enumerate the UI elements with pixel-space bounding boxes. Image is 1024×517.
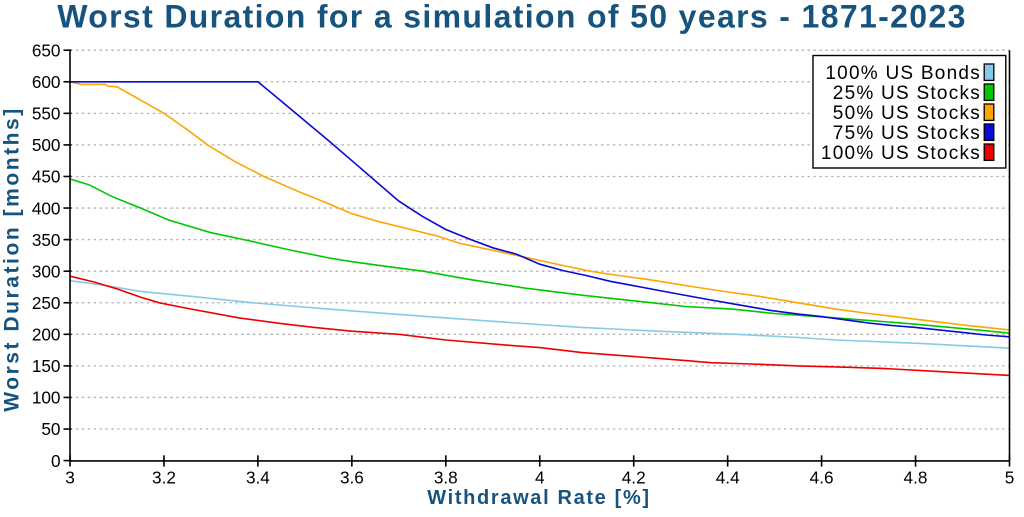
svg-text:3.6: 3.6 — [340, 468, 364, 488]
svg-text:75% US Stocks: 75% US Stocks — [833, 123, 981, 144]
svg-text:4.4: 4.4 — [716, 468, 740, 488]
svg-text:50: 50 — [41, 419, 60, 439]
svg-text:5: 5 — [1005, 468, 1015, 488]
svg-text:300: 300 — [32, 261, 61, 281]
svg-text:100% US Stocks: 100% US Stocks — [821, 143, 981, 164]
svg-text:350: 350 — [32, 230, 61, 250]
svg-text:550: 550 — [32, 104, 61, 124]
svg-text:3.4: 3.4 — [246, 468, 270, 488]
svg-text:100: 100 — [32, 388, 61, 408]
svg-text:3.2: 3.2 — [152, 468, 176, 488]
svg-text:400: 400 — [32, 198, 61, 218]
svg-text:4.8: 4.8 — [904, 468, 928, 488]
svg-text:50% US Stocks: 50% US Stocks — [833, 103, 981, 124]
svg-text:3.8: 3.8 — [434, 468, 458, 488]
svg-text:3: 3 — [65, 468, 75, 488]
svg-text:4: 4 — [535, 468, 545, 488]
svg-text:100% US Bonds: 100% US Bonds — [825, 63, 981, 84]
svg-text:Worst Duration [months]: Worst Duration [months] — [1, 106, 24, 412]
svg-text:450: 450 — [32, 167, 61, 187]
svg-text:650: 650 — [32, 40, 61, 60]
svg-text:Worst Duration for a simulatio: Worst Duration for a simulation of 50 ye… — [57, 0, 966, 35]
svg-text:4.6: 4.6 — [810, 468, 834, 488]
svg-text:200: 200 — [32, 325, 61, 345]
svg-text:250: 250 — [32, 293, 61, 313]
svg-text:500: 500 — [32, 135, 61, 155]
svg-text:Withdrawal Rate [%]: Withdrawal Rate [%] — [427, 487, 650, 509]
svg-text:25% US Stocks: 25% US Stocks — [833, 83, 981, 104]
svg-text:600: 600 — [32, 72, 61, 92]
svg-text:0: 0 — [51, 451, 61, 471]
svg-text:150: 150 — [32, 356, 61, 376]
svg-text:4.2: 4.2 — [622, 468, 646, 488]
